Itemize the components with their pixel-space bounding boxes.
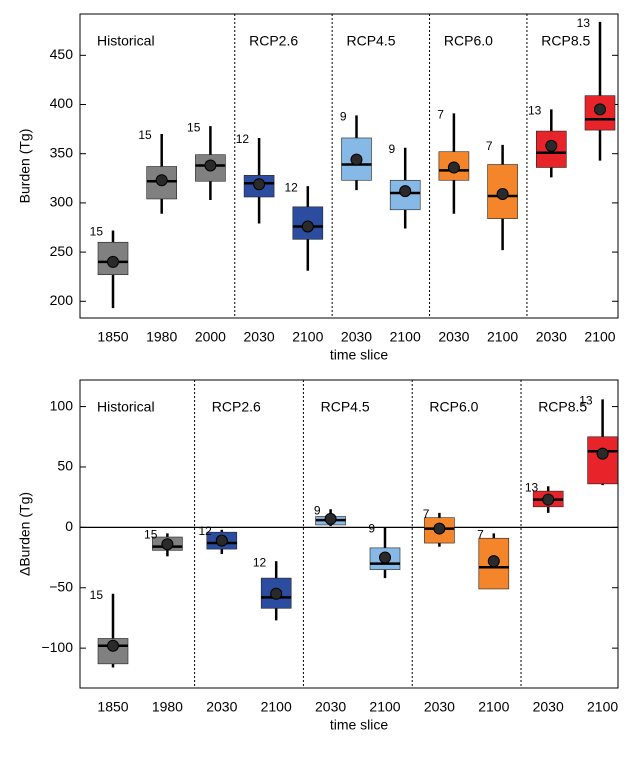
count-label: 13	[579, 393, 593, 407]
count-label: 15	[144, 528, 158, 542]
mean	[253, 178, 266, 191]
mean	[161, 538, 174, 551]
count-label: 15	[187, 120, 201, 134]
mean	[350, 153, 363, 166]
x-axis-label: time slice	[330, 347, 389, 363]
x-tick-label: 2100	[390, 329, 421, 345]
y-tick-label: 250	[50, 243, 74, 259]
x-tick-label: 2100	[478, 699, 509, 715]
count-label: 7	[423, 507, 430, 521]
y-tick-label: 0	[65, 518, 73, 534]
count-label: 7	[437, 108, 444, 122]
x-tick-label: 2030	[341, 329, 372, 345]
mean	[107, 639, 119, 652]
count-label: 15	[90, 225, 104, 239]
x-tick-label: 2030	[438, 329, 469, 345]
mean	[107, 255, 119, 268]
mean	[447, 161, 460, 174]
box	[146, 166, 177, 200]
y-tick-label: 50	[57, 458, 73, 474]
x-tick-label: 2100	[369, 699, 400, 715]
count-label: 13	[577, 16, 591, 30]
y-tick-label: 300	[50, 194, 74, 210]
count-label: 15	[90, 588, 104, 602]
group-label: Historical	[97, 399, 155, 415]
count-label: 13	[525, 480, 539, 494]
mean	[270, 587, 283, 600]
mean	[399, 185, 412, 198]
mean	[496, 188, 509, 201]
box	[424, 517, 455, 544]
y-tick-label: 350	[50, 144, 74, 160]
x-tick-label: 1850	[97, 329, 128, 345]
x-tick-label: 1980	[152, 699, 183, 715]
group-label: RCP8.5	[541, 33, 590, 49]
box	[587, 436, 618, 485]
mean	[433, 522, 446, 535]
group-label: RCP4.5	[347, 33, 396, 49]
count-label: 9	[389, 142, 396, 156]
x-tick-label: 2030	[244, 329, 275, 345]
count-label: 12	[198, 524, 212, 538]
x-tick-label: 1980	[146, 329, 177, 345]
count-label: 9	[368, 522, 375, 536]
y-tick-label: 100	[50, 397, 74, 413]
mean	[155, 174, 168, 187]
x-tick-label: 2100	[261, 699, 292, 715]
count-label: 15	[138, 128, 152, 142]
mean	[542, 493, 555, 506]
group-label: RCP6.0	[429, 399, 478, 415]
y-tick-label: −100	[41, 639, 73, 655]
x-tick-label: 2030	[533, 699, 564, 715]
y-axis-label: Burden (Tg)	[17, 129, 33, 204]
count-label: 9	[340, 110, 347, 124]
x-tick-label: 2030	[206, 699, 237, 715]
mean	[301, 220, 314, 233]
mean	[379, 551, 391, 564]
y-tick-label: −50	[49, 578, 73, 594]
y-tick-label: 400	[50, 95, 74, 111]
mean	[594, 103, 606, 116]
count-label: 12	[236, 132, 250, 146]
x-tick-label: 2100	[587, 699, 618, 715]
x-tick-label: 2000	[195, 329, 226, 345]
group-label: Historical	[97, 33, 155, 49]
count-label: 13	[528, 104, 542, 118]
count-label: 9	[314, 503, 321, 517]
x-axis-label: time slice	[330, 717, 389, 733]
x-tick-label: 2100	[584, 329, 615, 345]
group-label: RCP2.6	[212, 399, 261, 415]
x-tick-label: 2030	[315, 699, 346, 715]
plot-frame	[79, 379, 619, 689]
count-label: 7	[477, 528, 484, 542]
plot-frame	[79, 13, 619, 319]
count-label: 12	[253, 555, 267, 569]
count-label: 7	[486, 139, 493, 153]
group-label: RCP6.0	[444, 33, 493, 49]
box	[535, 130, 567, 168]
group-label: RCP4.5	[321, 399, 370, 415]
x-tick-label: 2100	[487, 329, 518, 345]
y-axis-label: ΔBurden (Tg)	[17, 492, 33, 576]
group-label: RCP2.6	[249, 33, 298, 49]
mean	[324, 512, 337, 525]
group-label: RCP8.5	[538, 399, 587, 415]
y-tick-label: 200	[50, 292, 74, 308]
x-tick-label: 1850	[97, 699, 128, 715]
mean	[487, 555, 500, 568]
x-tick-label: 2030	[536, 329, 567, 345]
mean	[596, 447, 609, 460]
mean	[545, 139, 558, 152]
mean	[215, 534, 228, 547]
y-tick-label: 450	[50, 46, 74, 62]
mean	[204, 159, 217, 172]
count-label: 12	[284, 180, 298, 194]
x-tick-label: 2100	[292, 329, 323, 345]
x-tick-label: 2030	[424, 699, 455, 715]
